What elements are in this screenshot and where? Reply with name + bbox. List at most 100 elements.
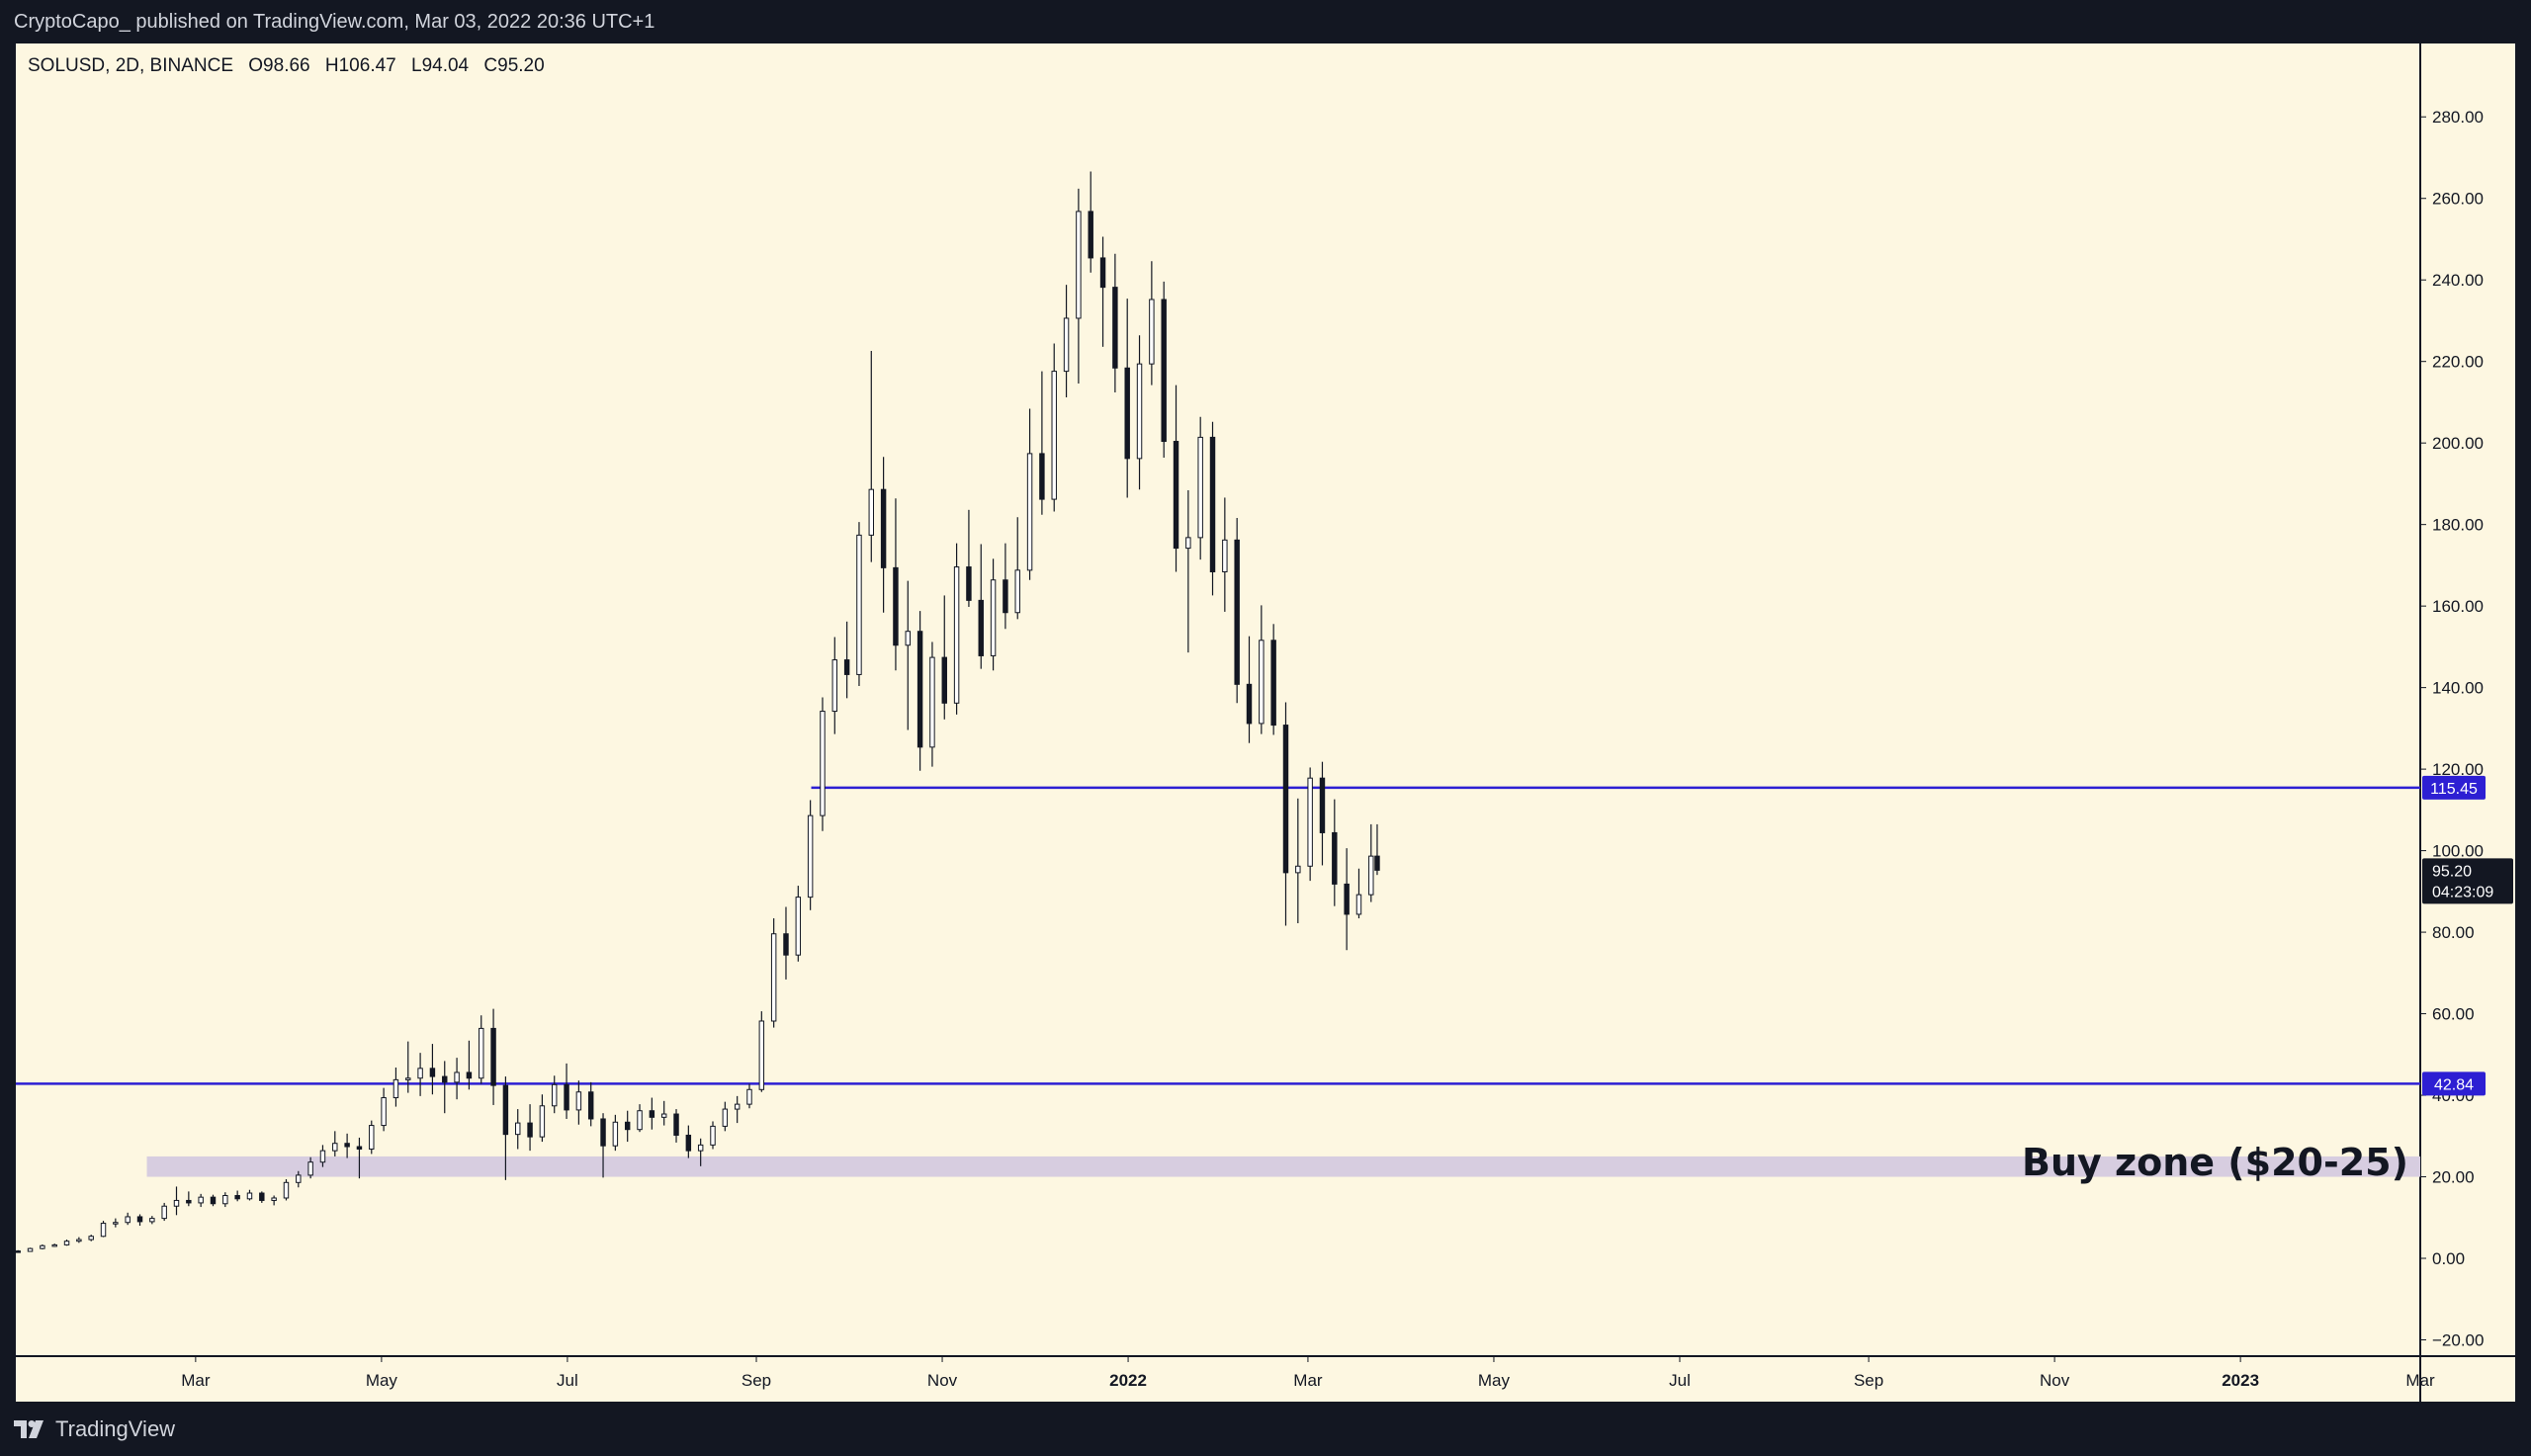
candle-body (1282, 725, 1289, 874)
candle-body (136, 1216, 143, 1223)
y-tick-label: 280.00 (2432, 108, 2484, 127)
y-tick-label: 240.00 (2432, 271, 2484, 290)
tradingview-logo-icon (14, 1419, 44, 1438)
candle-body (40, 1244, 45, 1249)
candle-body (929, 656, 935, 748)
candle-body (100, 1223, 107, 1238)
candle-body (1099, 257, 1106, 289)
candle-body (941, 656, 947, 704)
candle-body (1234, 539, 1240, 685)
candle-body (307, 1161, 313, 1176)
candle-body (454, 1071, 460, 1083)
level-price-badge (2422, 1071, 2486, 1096)
candle-body (734, 1103, 741, 1110)
published-info: CryptoCapo_ published on TradingView.com… (14, 11, 655, 33)
candle-body (125, 1216, 131, 1224)
candle-body (612, 1121, 619, 1147)
candle-body (479, 1027, 484, 1079)
candle-body (1295, 865, 1301, 874)
candle-body (758, 1020, 765, 1090)
candle-body (746, 1088, 752, 1105)
candle-body (113, 1222, 119, 1225)
candle-body (173, 1199, 180, 1207)
brand-name: TradingView (55, 1415, 176, 1441)
candle-body (1209, 436, 1216, 572)
candle-body (1374, 855, 1380, 871)
ohlc-high: H106.47 (324, 55, 396, 76)
candle-body (502, 1084, 509, 1136)
candle-body (807, 814, 814, 899)
candle-body (417, 1068, 423, 1079)
candle-body (564, 1083, 569, 1111)
candle-body (1088, 211, 1093, 259)
candle-body (1368, 855, 1374, 896)
candle-body (673, 1113, 679, 1136)
symbol-legend: SOLUSD, 2D, BINANCE O98.66 H106.47 L94.0… (28, 55, 555, 77)
last-price-badge (2422, 858, 2513, 904)
candle-body (210, 1196, 217, 1205)
candle-body (1026, 453, 1033, 571)
candle-body (551, 1083, 558, 1107)
y-tick-label: 140.00 (2432, 679, 2484, 698)
candle-body (1319, 777, 1326, 833)
level-price-label: 42.84 (2434, 1076, 2474, 1093)
candle-body (271, 1197, 277, 1201)
candle-body (1222, 539, 1228, 572)
candle-body (624, 1121, 631, 1131)
y-tick-label: 80.00 (2432, 923, 2475, 942)
candle-body (222, 1195, 228, 1205)
buy-zone-label: Buy zone ($20-25) (2021, 1141, 2408, 1185)
y-tick-label: 260.00 (2432, 190, 2484, 209)
candle-body (1014, 569, 1020, 614)
y-tick-label: 120.00 (2432, 760, 2484, 779)
x-tick-label: Mar (1293, 1371, 1323, 1390)
candle-body (1112, 287, 1118, 369)
candle-body (880, 488, 887, 568)
ohlc-close: C95.20 (483, 55, 545, 76)
last-price-label: 95.20 (2432, 863, 2472, 880)
x-tick-label: Sep (742, 1371, 771, 1390)
candle-body (1355, 894, 1362, 915)
candle-body (1259, 640, 1265, 725)
tradingview-logo[interactable]: TradingView (14, 1416, 175, 1442)
candle-body (442, 1075, 448, 1083)
candle-body (51, 1243, 57, 1247)
candle-body (685, 1134, 692, 1152)
x-tick-label: Nov (2040, 1371, 2070, 1390)
candle-body (953, 566, 960, 704)
candle-body (466, 1071, 473, 1079)
y-tick-label: −20.00 (2432, 1331, 2484, 1350)
candle-body (856, 534, 862, 675)
footer-bar: TradingView (0, 1402, 2531, 1456)
candle-body (246, 1192, 253, 1200)
y-tick-label: 0.00 (2432, 1249, 2465, 1268)
level-price-label: 115.45 (2430, 781, 2478, 798)
y-tick-label: 100.00 (2432, 842, 2484, 861)
candle-body (259, 1192, 265, 1201)
x-tick-label: Mar (2405, 1371, 2435, 1390)
candle-body (990, 579, 997, 656)
y-tick-label: 220.00 (2432, 353, 2484, 372)
candle-body (1161, 299, 1167, 443)
y-tick-label: 60.00 (2432, 1005, 2475, 1024)
candle-body (527, 1122, 533, 1138)
candle-body (820, 711, 826, 816)
candle-body (649, 1110, 655, 1118)
ohlc-low: L94.04 (411, 55, 470, 76)
candle-body (16, 1250, 21, 1253)
candle-body (1197, 436, 1203, 539)
candle-body (539, 1105, 546, 1138)
candle-body (868, 488, 875, 536)
candle-body (515, 1122, 521, 1136)
candle-body (1344, 883, 1350, 915)
candle-body (978, 599, 984, 656)
candle-body (966, 566, 972, 601)
candle-body (76, 1239, 82, 1242)
candle-body (27, 1247, 34, 1252)
candle-body (722, 1108, 729, 1127)
candlestick-chart[interactable]: 280.00 260.00 240.00 220.00 200.00 180.00 160.… (16, 43, 2515, 1402)
candle-body (344, 1143, 350, 1148)
candle-body (405, 1077, 411, 1080)
chart-area[interactable]: 280.00 260.00 240.00 220.00 200.00 180.00 160.… (16, 43, 2515, 1402)
candle-body (697, 1144, 704, 1152)
